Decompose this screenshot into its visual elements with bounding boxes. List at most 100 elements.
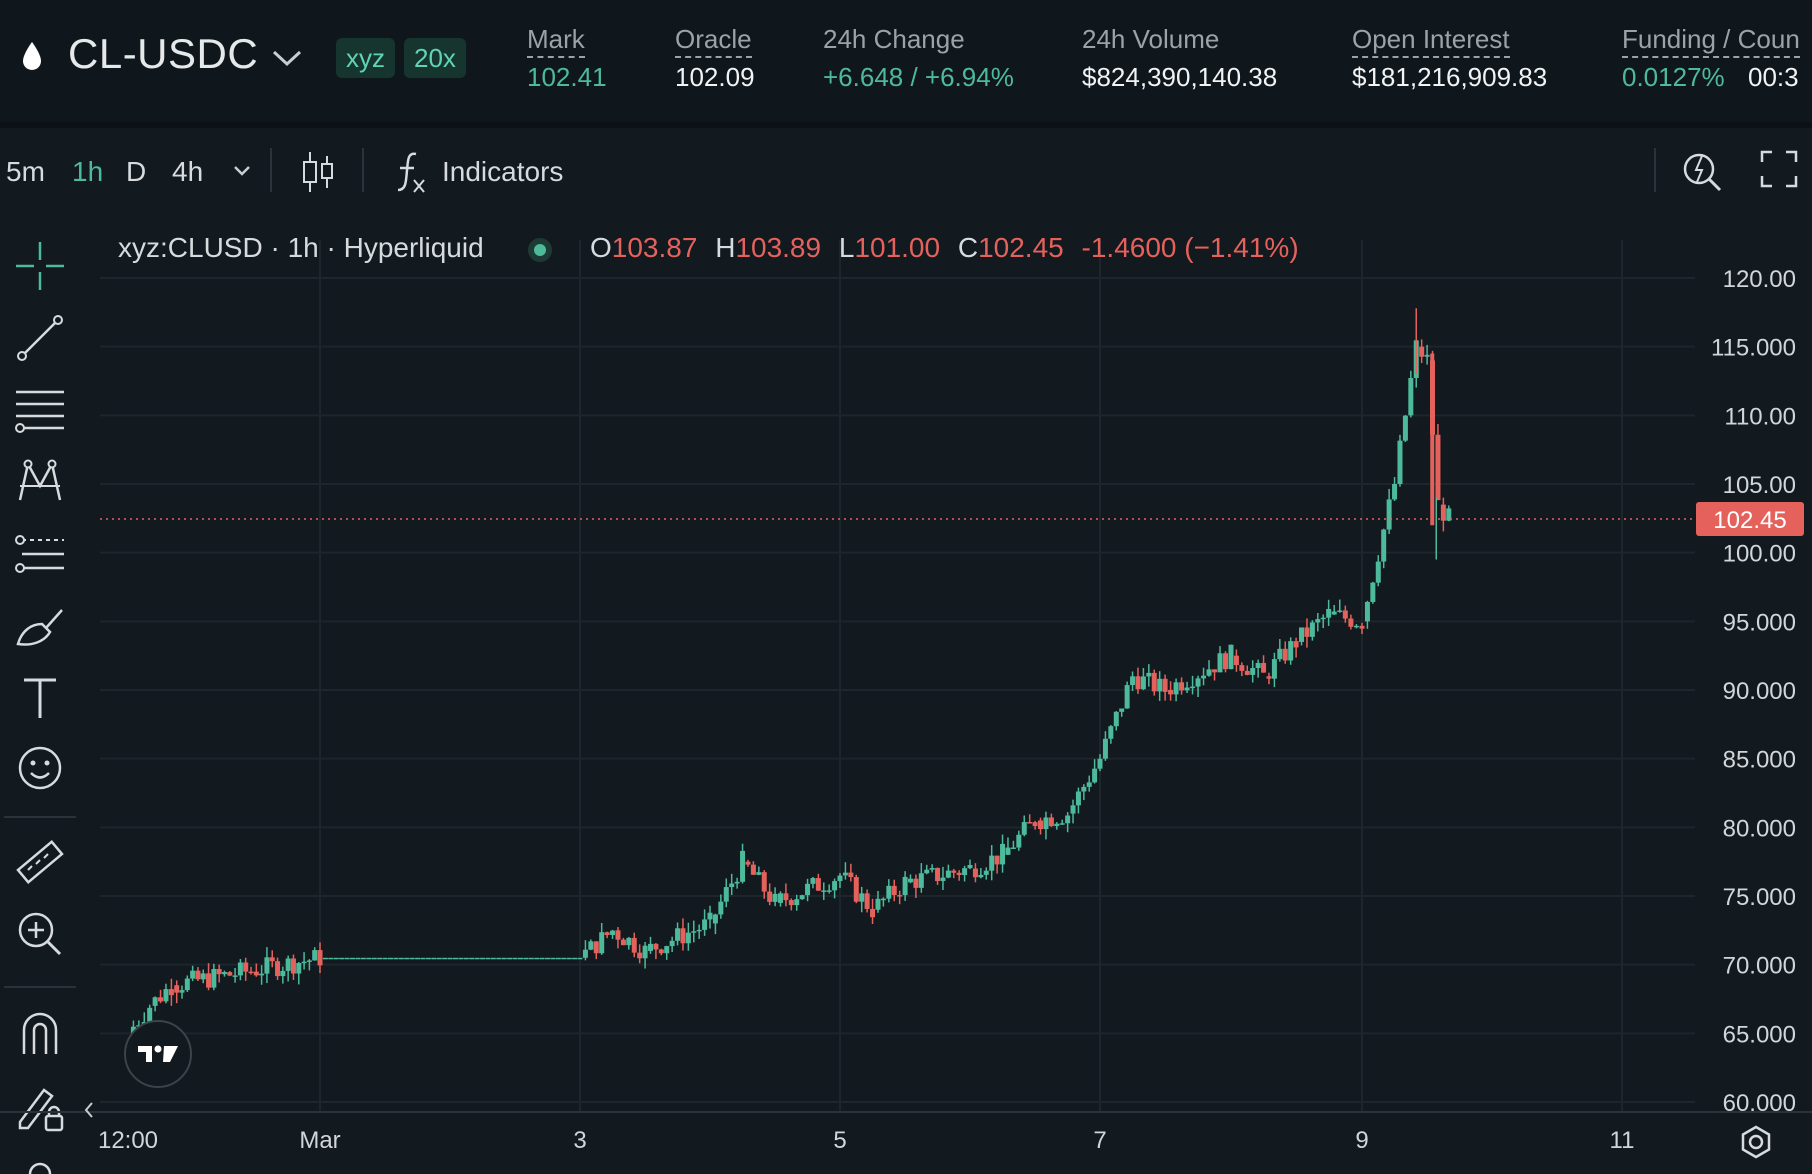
candle-body	[1043, 817, 1049, 830]
forecast-icon[interactable]	[14, 528, 66, 580]
candle-body	[1092, 768, 1098, 783]
timeframe-1h[interactable]: 1h	[72, 156, 104, 187]
settings-icon[interactable]	[1738, 1124, 1774, 1160]
candle-body	[859, 893, 865, 902]
tradingview-logo[interactable]	[124, 1020, 192, 1088]
chart-toolbar: 5m 1h D 4h Indicators	[0, 128, 1812, 216]
magnet-icon[interactable]	[14, 1008, 66, 1060]
candle-body	[599, 932, 605, 954]
y-tick-label: 110.00	[1724, 403, 1796, 430]
candle-body	[642, 945, 648, 959]
ruler-icon[interactable]	[14, 836, 66, 888]
candle-body	[1130, 676, 1136, 686]
candle-body	[620, 939, 626, 946]
candle-body	[447, 957, 453, 960]
candle-body	[339, 957, 345, 960]
chevron-down-icon[interactable]	[232, 164, 252, 178]
chevron-down-icon[interactable]	[270, 48, 304, 68]
candle-body	[1375, 561, 1381, 583]
price-chart[interactable]: 12:00 Mar 3 5 7 9 11 120.00 115.000 110.00 105.00 1…	[0, 216, 1812, 1174]
trendline-icon[interactable]	[14, 312, 66, 364]
candle-body	[626, 937, 632, 946]
candle-body	[1392, 483, 1398, 500]
candle-body	[253, 971, 259, 976]
divider	[1654, 148, 1656, 192]
quick-search-icon[interactable]	[1680, 148, 1724, 194]
candle-body	[870, 908, 876, 918]
candle-body	[550, 957, 556, 960]
timeframe-d[interactable]: D	[126, 156, 147, 187]
candle-body	[301, 961, 307, 964]
candle-body	[490, 957, 496, 960]
candle-body	[275, 961, 281, 977]
candle-body	[1277, 648, 1283, 660]
timeframe-4h[interactable]: 4h	[172, 156, 204, 187]
brush-icon[interactable]	[14, 600, 66, 652]
candle-body	[152, 997, 158, 1006]
candle-body	[1239, 665, 1245, 671]
candle-body	[474, 957, 480, 960]
candle-body	[994, 855, 1000, 865]
candle-body	[1419, 346, 1425, 357]
candle-body	[1168, 690, 1174, 695]
candle-body	[463, 957, 469, 960]
x-tick-label: 5	[833, 1127, 846, 1154]
candle-body	[366, 957, 372, 960]
y-tick-label: 95.000	[1723, 609, 1796, 636]
zoom-in-icon[interactable]	[14, 908, 66, 960]
candle-body	[1173, 682, 1179, 695]
candle-body	[496, 957, 502, 960]
candle-body	[908, 878, 914, 883]
timeframe-5m[interactable]: 5m	[6, 156, 45, 187]
low-value: 101.00	[854, 232, 941, 263]
candle-body	[1364, 601, 1370, 622]
candle-body	[1261, 662, 1267, 673]
y-tick-label: 80.000	[1723, 815, 1796, 842]
oracle-label[interactable]: Oracle	[675, 24, 752, 58]
candle-body	[158, 997, 164, 1002]
drawing-toolbar	[0, 216, 86, 1174]
candle-body	[168, 989, 174, 996]
text-icon[interactable]	[14, 672, 66, 724]
scroll-left-icon[interactable]	[82, 1100, 96, 1120]
lock-drawings-icon[interactable]	[14, 1082, 66, 1134]
candle-body	[517, 957, 523, 960]
candle-body	[582, 949, 588, 958]
candle-body	[1102, 738, 1108, 759]
candle-body	[1228, 644, 1234, 670]
candle-body	[1342, 610, 1348, 619]
mark-label[interactable]: Mark	[527, 24, 585, 58]
candle-body	[216, 968, 222, 975]
crosshair-icon[interactable]	[14, 240, 66, 292]
fullscreen-icon[interactable]	[1760, 150, 1798, 188]
candle-body	[956, 872, 962, 876]
candle-body	[712, 914, 718, 924]
funding-label[interactable]: Funding / Coun	[1622, 24, 1800, 58]
symbol-label[interactable]: xyz:CLUSD · 1h · Hyperliquid	[118, 232, 484, 263]
pattern-icon[interactable]	[14, 456, 66, 508]
fx-icon[interactable]	[394, 150, 428, 194]
candle-body	[848, 872, 854, 878]
candle-body	[718, 901, 724, 915]
candle-body	[615, 930, 621, 940]
candle-body	[778, 893, 784, 903]
more-tools-icon[interactable]	[28, 1160, 52, 1174]
indicators-button[interactable]: Indicators	[442, 156, 564, 187]
divider	[362, 148, 364, 192]
candle-type-icon[interactable]	[300, 150, 336, 194]
emoji-icon[interactable]	[14, 742, 66, 794]
candle-body	[420, 957, 426, 960]
fib-icon[interactable]	[14, 384, 66, 436]
candle-body	[1217, 653, 1223, 673]
candle-body	[1359, 625, 1365, 629]
last-price-tag	[1696, 502, 1804, 537]
asset-selector[interactable]: CL-USDC	[68, 30, 259, 77]
candle-body	[593, 941, 599, 954]
candle-body	[507, 957, 513, 960]
high-value: 103.89	[735, 232, 822, 263]
open-interest-label[interactable]: Open Interest	[1352, 24, 1510, 58]
candle-body	[940, 877, 946, 882]
candle-body	[924, 869, 930, 874]
candle-body	[425, 957, 431, 960]
candle-body	[1288, 641, 1294, 661]
